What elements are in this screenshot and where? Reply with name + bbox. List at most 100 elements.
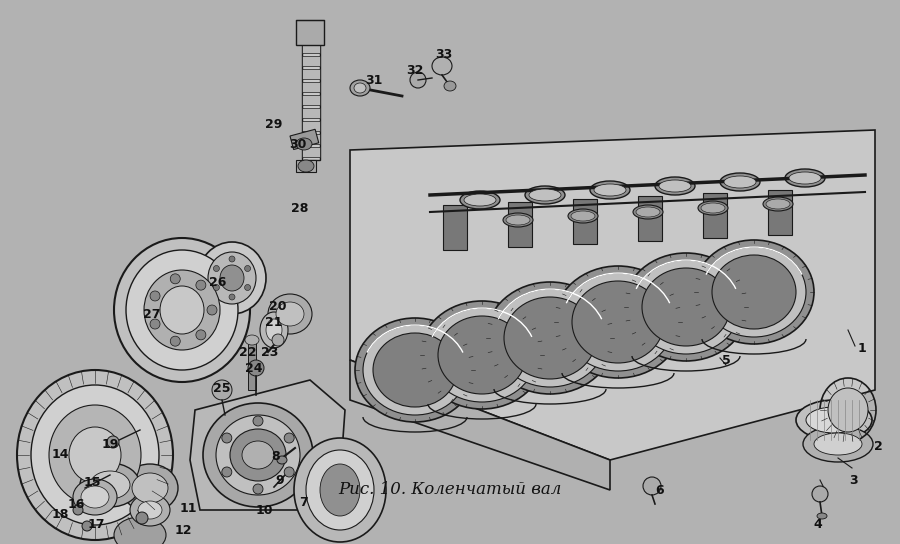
- Ellipse shape: [213, 265, 220, 271]
- Ellipse shape: [266, 319, 282, 341]
- Ellipse shape: [420, 301, 544, 409]
- Ellipse shape: [296, 138, 312, 150]
- Ellipse shape: [294, 438, 386, 542]
- Ellipse shape: [306, 450, 374, 530]
- Ellipse shape: [216, 415, 300, 495]
- Ellipse shape: [107, 436, 119, 448]
- Text: Рис. 10. Коленчатый вал: Рис. 10. Коленчатый вал: [338, 481, 562, 498]
- Ellipse shape: [504, 297, 596, 379]
- Ellipse shape: [198, 242, 266, 314]
- Ellipse shape: [170, 336, 180, 346]
- Ellipse shape: [432, 57, 452, 75]
- Ellipse shape: [130, 494, 170, 526]
- Ellipse shape: [253, 416, 263, 426]
- Ellipse shape: [150, 291, 160, 301]
- Ellipse shape: [701, 203, 725, 213]
- Bar: [302, 95, 320, 105]
- Ellipse shape: [260, 312, 288, 348]
- Ellipse shape: [410, 72, 426, 88]
- Ellipse shape: [242, 441, 274, 469]
- Ellipse shape: [213, 285, 220, 290]
- Ellipse shape: [633, 205, 663, 219]
- Polygon shape: [350, 130, 875, 460]
- Ellipse shape: [373, 333, 457, 407]
- Bar: [290, 129, 319, 150]
- Bar: [302, 30, 320, 160]
- Text: 6: 6: [656, 484, 664, 497]
- Ellipse shape: [82, 521, 92, 531]
- Ellipse shape: [814, 433, 862, 455]
- Ellipse shape: [438, 316, 526, 394]
- Ellipse shape: [572, 281, 664, 363]
- Ellipse shape: [636, 207, 660, 217]
- Ellipse shape: [554, 266, 682, 378]
- Text: 18: 18: [51, 508, 68, 521]
- Text: 1: 1: [858, 342, 867, 355]
- Ellipse shape: [150, 319, 160, 329]
- Ellipse shape: [31, 385, 159, 525]
- Ellipse shape: [126, 250, 238, 370]
- Ellipse shape: [355, 318, 475, 422]
- Ellipse shape: [298, 160, 314, 172]
- Ellipse shape: [220, 265, 244, 291]
- Text: 7: 7: [300, 496, 309, 509]
- Ellipse shape: [203, 403, 313, 507]
- Polygon shape: [350, 360, 610, 490]
- Ellipse shape: [562, 273, 674, 371]
- Ellipse shape: [136, 512, 148, 524]
- Bar: [443, 205, 467, 250]
- Ellipse shape: [221, 433, 232, 443]
- Ellipse shape: [229, 256, 235, 262]
- Bar: [638, 196, 662, 241]
- Text: 19: 19: [102, 437, 119, 450]
- Ellipse shape: [789, 172, 821, 184]
- Text: 10: 10: [256, 504, 273, 516]
- Ellipse shape: [90, 471, 130, 499]
- Ellipse shape: [698, 201, 728, 215]
- Ellipse shape: [812, 486, 828, 502]
- Text: 29: 29: [266, 118, 283, 131]
- Ellipse shape: [486, 282, 614, 394]
- Text: 12: 12: [175, 523, 192, 536]
- Bar: [768, 190, 792, 235]
- Ellipse shape: [284, 467, 294, 477]
- Text: 4: 4: [814, 517, 823, 530]
- Ellipse shape: [632, 260, 740, 354]
- Ellipse shape: [529, 189, 561, 201]
- Text: 20: 20: [269, 300, 287, 312]
- Ellipse shape: [229, 294, 235, 300]
- Ellipse shape: [253, 484, 263, 494]
- Ellipse shape: [49, 405, 141, 505]
- Text: 3: 3: [850, 473, 859, 486]
- Ellipse shape: [221, 467, 232, 477]
- Text: 14: 14: [51, 448, 68, 461]
- Ellipse shape: [114, 238, 250, 382]
- Ellipse shape: [828, 388, 868, 432]
- Polygon shape: [296, 160, 316, 172]
- Text: 5: 5: [722, 354, 731, 367]
- Ellipse shape: [350, 80, 370, 96]
- Ellipse shape: [712, 255, 796, 329]
- Ellipse shape: [363, 325, 467, 415]
- Ellipse shape: [506, 215, 530, 225]
- Text: 30: 30: [289, 138, 307, 151]
- Ellipse shape: [114, 517, 166, 544]
- Ellipse shape: [796, 400, 872, 440]
- Ellipse shape: [354, 83, 366, 93]
- Text: 8: 8: [272, 449, 280, 462]
- Ellipse shape: [720, 173, 760, 191]
- Text: 31: 31: [365, 73, 382, 86]
- Text: 16: 16: [68, 498, 85, 510]
- Ellipse shape: [80, 463, 140, 507]
- Ellipse shape: [196, 330, 206, 340]
- Bar: [296, 20, 324, 45]
- Ellipse shape: [460, 191, 500, 209]
- Ellipse shape: [284, 433, 294, 443]
- Text: 28: 28: [292, 201, 309, 214]
- Bar: [508, 202, 532, 247]
- Ellipse shape: [503, 213, 533, 227]
- Ellipse shape: [494, 289, 606, 387]
- Bar: [248, 340, 256, 390]
- Ellipse shape: [702, 247, 806, 337]
- Ellipse shape: [207, 305, 217, 315]
